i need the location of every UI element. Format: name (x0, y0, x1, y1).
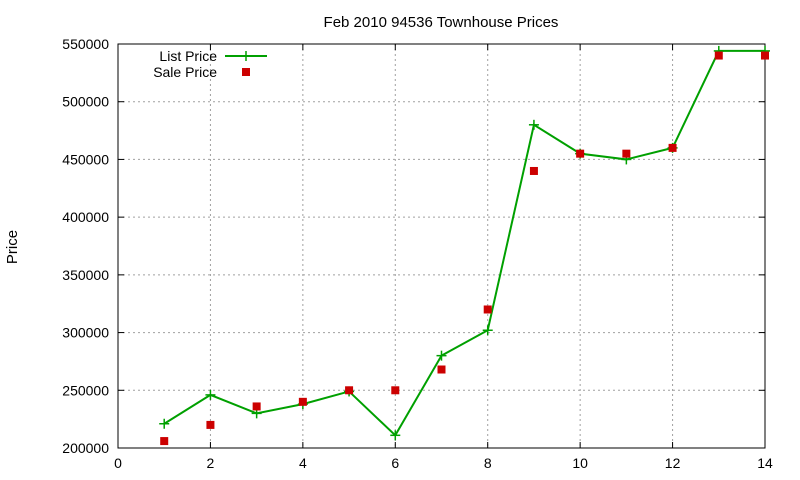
y-tick-label: 400000 (62, 209, 109, 225)
legend-label: List Price (159, 48, 217, 64)
y-tick-label: 550000 (62, 36, 109, 52)
sale-price-point (668, 143, 677, 152)
sale-price-point (206, 420, 215, 429)
x-tick-label: 2 (207, 455, 215, 471)
list-price-point (205, 389, 216, 400)
sale-price-point (391, 386, 400, 395)
sale-price-point (160, 437, 169, 446)
legend-swatch-sale-price (242, 68, 250, 76)
sale-price-point (483, 305, 492, 314)
grid-lines (118, 44, 765, 448)
list-price-point (436, 350, 447, 361)
list-price-point (482, 325, 493, 336)
y-tick-label: 350000 (62, 267, 109, 283)
axis-ticks: 0 2 4 6 8 10 12 14 200000 250000 300000 350000 40000… (62, 36, 773, 471)
legend-marker-list-price (241, 51, 251, 61)
x-tick-label: 14 (757, 455, 773, 471)
sale-price-point (529, 166, 538, 175)
y-tick-label: 500000 (62, 94, 109, 110)
x-tick-label: 8 (484, 455, 492, 471)
list-price-point (528, 119, 539, 130)
list-price-line (163, 49, 765, 437)
x-tick-label: 0 (114, 455, 122, 471)
legend-label: Sale Price (153, 64, 217, 80)
sale-price-point (252, 402, 261, 411)
sale-price-point (622, 149, 631, 158)
sale-price-point (714, 51, 723, 60)
y-tick-label: 200000 (62, 440, 109, 456)
y-tick-label: 300000 (62, 325, 109, 341)
x-tick-label: 4 (299, 455, 307, 471)
x-tick-label: 10 (572, 455, 588, 471)
list-price-point (159, 418, 170, 429)
sale-price-point (345, 386, 354, 395)
chart-title: Feb 2010 94536 Townhouse Prices (324, 14, 559, 31)
y-axis-label: Price (4, 230, 21, 264)
sale-price-point (437, 365, 446, 374)
y-tick-label: 450000 (62, 151, 109, 167)
series-layer (159, 45, 770, 446)
plot-frame (117, 43, 766, 449)
x-tick-label: 12 (665, 455, 681, 471)
sale-price-point (298, 397, 307, 406)
list-price-point (390, 430, 401, 441)
y-tick-label: 250000 (62, 382, 109, 398)
sale-price-point (576, 149, 585, 158)
x-tick-label: 6 (391, 455, 399, 471)
sale-price-point (761, 51, 769, 60)
